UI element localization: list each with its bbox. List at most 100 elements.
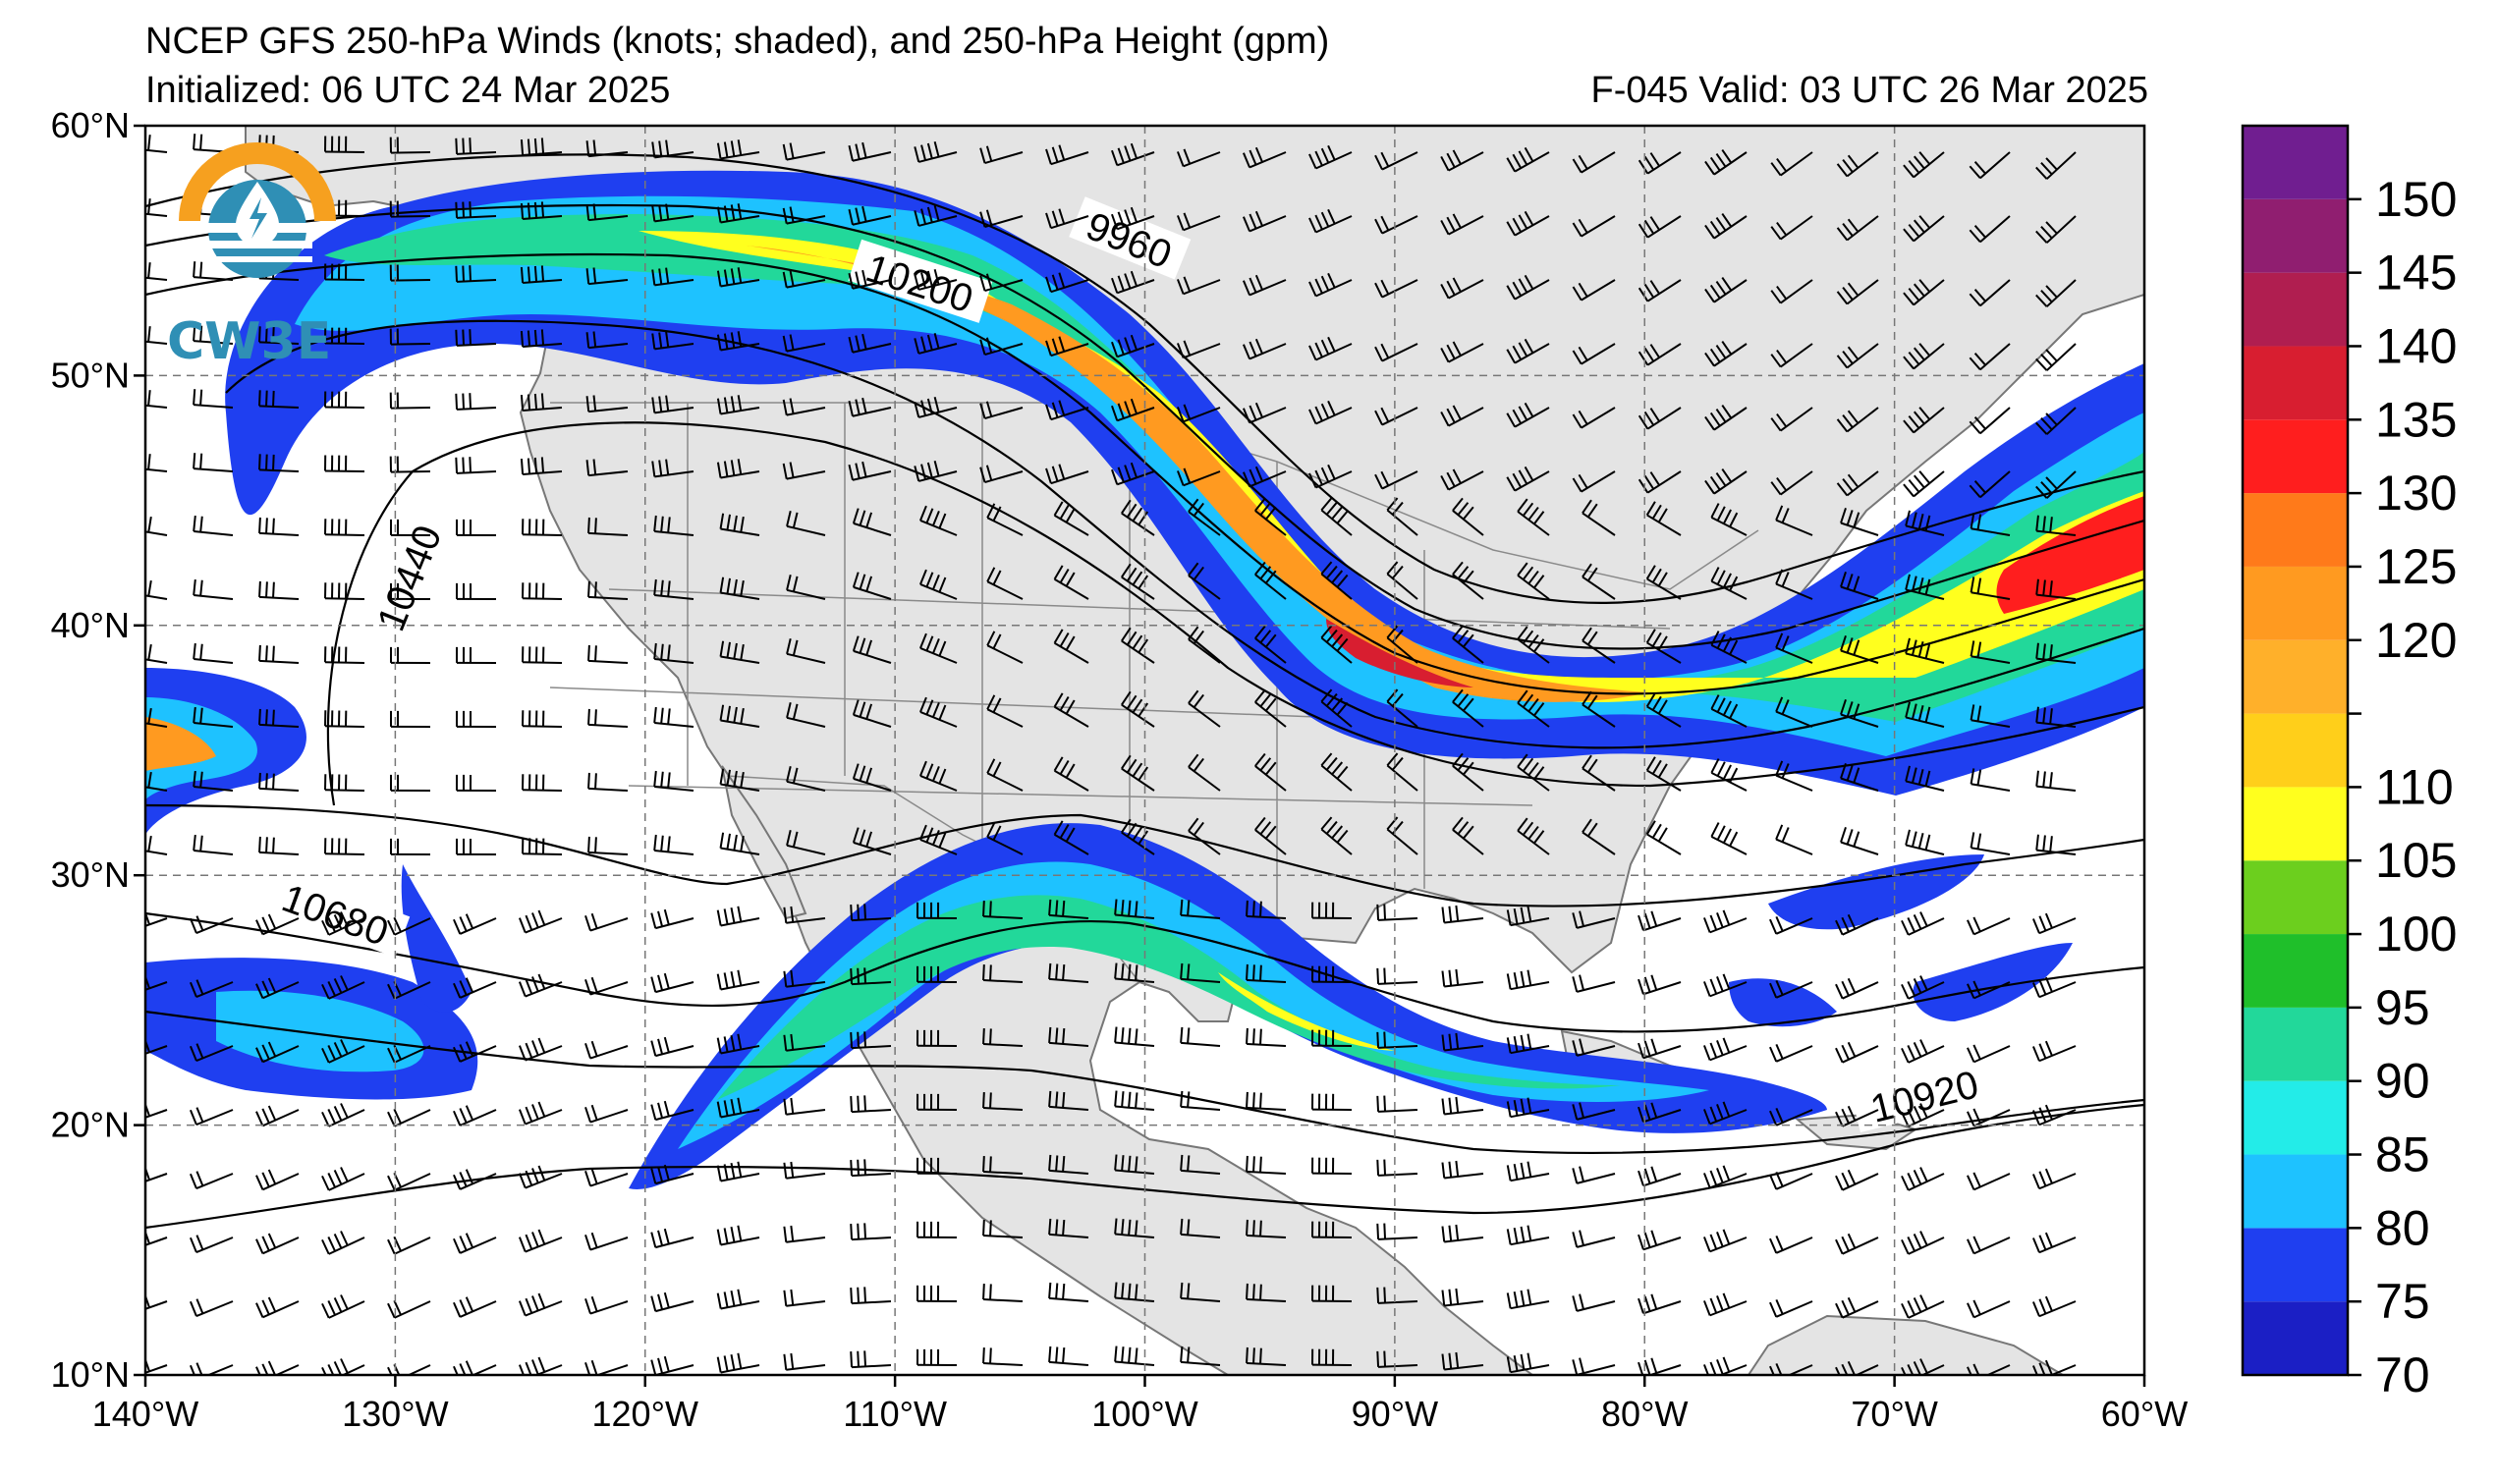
wind-barb [453,1169,497,1190]
wind-barb [1582,563,1616,600]
wind-barb [455,265,497,283]
wind-barb [919,824,958,855]
wind-barb [1180,1218,1221,1238]
wind-barb [916,1157,958,1175]
wind-barb [914,204,958,227]
wind-barb [324,136,365,153]
wind-barb [1836,151,1879,178]
wind-barb [1710,694,1748,728]
wind-barb [193,706,234,728]
wind-barb [850,904,892,922]
wind-barb [1901,1103,1945,1127]
wind-barb [584,1168,629,1187]
wind-barb [1111,206,1155,231]
wind-barb [1970,832,2011,855]
west-low-jet-core [216,990,424,1072]
wind-barb [1114,1090,1155,1111]
wind-barb [716,1097,760,1119]
wind-barb [1905,637,1945,664]
wind-barb [1254,688,1287,728]
wind-barb [2031,1040,2077,1063]
wind-barb [1045,272,1089,294]
wind-barb [1441,1032,1484,1052]
colorbar-segment [2243,1154,2348,1229]
wind-barb [1710,631,1748,664]
colorbar: 70 75 80 85 90 95 100 105 110 120 125 130 135 140 145 1… [2241,124,2457,1402]
wind-barb [1243,274,1287,297]
wind-barb [1114,1154,1155,1175]
wind-barb [390,582,431,600]
map-title: NCEP GFS 250-hPa Winds (knots; shaded), … [145,21,1330,62]
wind-barb [258,390,300,409]
colorbar-frame [2241,124,2350,1377]
wind-barb [716,906,760,927]
lon-tick-label: 130°W [342,1394,448,1434]
wind-barb [1311,1221,1353,1238]
wind-barb [1308,144,1353,170]
wind-barb [585,203,629,222]
wind-barb [1376,967,1418,985]
wind-barb [1638,1293,1682,1315]
wind-barb [1903,407,1945,434]
colorbar-segment [2243,566,2348,640]
lat-tick-label: 50°N [51,355,130,395]
wind-barb [919,505,958,536]
wind-barb [189,915,234,935]
wind-barb [2035,834,2077,855]
wind-barb [587,836,629,855]
colorbar-label: 100 [2375,907,2457,962]
colorbar-label: 80 [2375,1200,2430,1255]
wind-barb [1702,1356,1748,1375]
wind-barb [145,1292,168,1310]
wind-barb [1440,277,1484,300]
wind-barb [1053,629,1089,664]
wind-barb [255,1169,300,1191]
wind-barb [1376,1031,1418,1049]
lat-tick-label: 60°N [51,105,130,145]
logo-sun-arc [179,142,336,221]
wind-barb [1441,905,1484,924]
wind-barb [1710,567,1748,600]
wind-barb [916,1093,958,1111]
wind-barb [1176,148,1221,168]
wind-barb [321,975,365,1000]
wind-barb [1111,142,1155,167]
wind-barb [587,517,629,536]
wind-barb [1440,149,1484,172]
wind-barb [1311,1157,1353,1175]
wind-barb [1311,1285,1353,1302]
colorbar-label: 125 [2375,539,2457,594]
wind-barb [584,912,629,932]
wind-barb [1045,400,1089,421]
wind-barb [1506,338,1550,364]
colorbar-label: 145 [2375,246,2457,301]
wind-barb [1840,762,1879,792]
wind-barb [1901,1294,1945,1319]
lat-tick-label: 20°N [51,1105,130,1145]
wind-barb [456,710,497,728]
wind-barb [1704,212,1748,240]
wind-barb [2031,976,2077,999]
wind-barb [1769,1171,1813,1190]
wind-barb [518,1229,563,1253]
wind-barb [1180,1154,1221,1175]
wind-barb [145,1356,168,1374]
wind-barb [650,1355,694,1375]
wind-barb [1970,704,2011,728]
wind-barb [520,457,563,475]
wind-barb [716,459,760,479]
wind-barb [1121,499,1155,536]
lat-tick-label: 40°N [51,605,130,645]
wind-barb [2035,151,2077,180]
wind-barb [321,1039,365,1064]
wind-barb [1769,979,1813,999]
wind-barb [1506,906,1550,927]
wind-barb [1246,1283,1287,1302]
wind-barb [1441,968,1484,988]
wind-barb [189,979,234,999]
wind-barb [1775,824,1813,855]
wind-barb [1452,561,1484,600]
wind-barb [522,582,563,600]
wind-barb [1903,343,1945,370]
wind-barb [651,459,694,478]
